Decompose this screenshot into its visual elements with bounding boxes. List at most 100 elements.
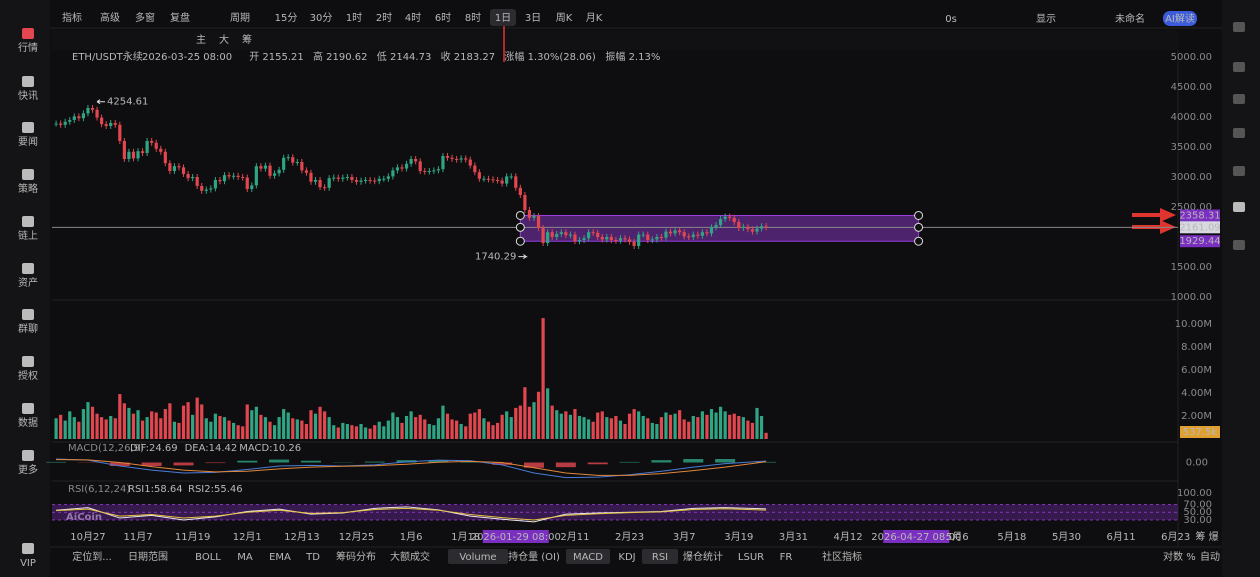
bottom-button[interactable]: 大额成交 — [390, 550, 430, 563]
sidebar-item[interactable]: 快讯 — [18, 90, 38, 102]
bottom-button[interactable]: MACD — [573, 552, 603, 563]
sidebar-item[interactable]: 数据 — [18, 416, 38, 429]
toolbar-button[interactable]: 2时 — [376, 12, 392, 24]
volume-bar — [477, 409, 481, 439]
volume-bar — [204, 418, 208, 439]
toolbar-button[interactable]: 1日 — [495, 13, 511, 24]
toolbar-button[interactable]: 指标 — [62, 11, 82, 24]
range-handle[interactable] — [515, 210, 525, 220]
toolbar-button[interactable]: 15分 — [275, 12, 298, 24]
candle — [523, 194, 527, 210]
toolbar-button[interactable]: 高级 — [100, 11, 120, 24]
bottom-button[interactable]: 持仓量 (OI) — [508, 550, 560, 563]
candle — [118, 124, 122, 141]
toolbar-button[interactable]: 3日 — [525, 13, 541, 24]
bottom-button[interactable]: RSI — [652, 552, 668, 563]
bottom-button[interactable]: EMA — [269, 552, 291, 563]
bottom-button[interactable]: 自动 — [1200, 550, 1220, 563]
volume-bar — [222, 417, 227, 439]
toolbar-button[interactable]: 30分 — [310, 12, 333, 24]
range-handle[interactable] — [914, 222, 924, 232]
candle — [373, 180, 377, 182]
sidebar-item[interactable]: 授权 — [18, 369, 38, 382]
volume-bar — [118, 394, 122, 439]
volume-bar — [113, 418, 117, 439]
range-handle[interactable] — [515, 236, 525, 246]
toolbar-button[interactable]: 周K — [556, 12, 573, 24]
range-handle[interactable] — [515, 222, 525, 232]
toolbar-button[interactable]: 4时 — [405, 12, 421, 24]
candle — [109, 122, 113, 126]
bottom-button[interactable]: FR — [780, 552, 793, 563]
candle — [491, 179, 495, 181]
range-handle[interactable] — [914, 210, 924, 220]
toolbar-button[interactable]: 8时 — [465, 12, 481, 24]
candle — [150, 140, 154, 143]
bottom-button[interactable]: MA — [237, 552, 253, 563]
volume-bar — [455, 420, 459, 439]
candle — [409, 158, 413, 164]
volume-bar — [764, 432, 768, 439]
volume-bar — [668, 414, 673, 439]
candle — [482, 178, 486, 180]
volume-bar — [323, 411, 327, 439]
sidebar-item[interactable]: 行情 — [18, 41, 38, 54]
bottom-button[interactable]: TD — [305, 552, 320, 563]
tool-button[interactable]: 筹 — [242, 33, 252, 46]
range-handle[interactable] — [914, 236, 924, 246]
bottom-button[interactable]: 社区指标 — [822, 550, 862, 563]
toolbar-button[interactable]: AI解读 — [1165, 12, 1195, 25]
toolbar-button[interactable]: 6时 — [435, 12, 451, 24]
tool-button[interactable]: 大 — [219, 33, 229, 46]
header-info: 振幅 2.13% — [605, 50, 660, 63]
volume-bar — [541, 318, 545, 439]
bottom-button[interactable]: Volume — [459, 552, 496, 563]
volume-bar — [59, 414, 63, 439]
volume-bar — [177, 422, 181, 439]
bottom-button[interactable]: 定位到... — [72, 550, 112, 563]
candle — [728, 216, 732, 218]
candle — [614, 239, 618, 241]
candle — [195, 176, 199, 186]
bottom-button[interactable]: BOLL — [195, 552, 221, 563]
candle — [550, 232, 554, 237]
bottom-button[interactable]: 日期范围 — [128, 550, 168, 563]
y-tick-label: 50.00 — [1183, 507, 1212, 518]
candle — [718, 218, 723, 225]
toolbar-button[interactable]: 复盘 — [170, 11, 190, 24]
y-tick-label: 4500.00 — [1171, 82, 1212, 93]
sidebar-item[interactable]: VIP — [20, 558, 36, 569]
volume-bar — [400, 422, 404, 439]
candle — [577, 239, 582, 242]
candle — [759, 226, 764, 229]
toolbar-button[interactable]: 周期 — [230, 12, 250, 24]
candle — [159, 148, 163, 152]
candle — [227, 175, 231, 177]
bottom-button[interactable]: 对数 — [1163, 550, 1183, 563]
toolbar-button[interactable]: 1时 — [346, 12, 362, 24]
toolbar-button[interactable]: 未命名 — [1115, 12, 1145, 25]
x-tick-label: 3月7 — [673, 531, 696, 543]
toolbar-button[interactable]: 多窗 — [135, 11, 155, 24]
candle — [404, 163, 409, 169]
sidebar-item[interactable]: 更多 — [18, 463, 38, 476]
sidebar-item[interactable]: 要闻 — [18, 135, 38, 148]
tool-button[interactable]: 主 — [196, 34, 206, 46]
bottom-button[interactable]: % — [1186, 552, 1196, 563]
toolbar-button[interactable]: 月K — [586, 12, 603, 24]
sidebar-item[interactable]: 资产 — [18, 276, 38, 289]
toolbar-button[interactable]: 0s — [945, 14, 957, 25]
toolbar-button[interactable]: 显示 — [1036, 13, 1056, 25]
candle — [236, 175, 240, 177]
sidebar-item[interactable]: 策略 — [18, 182, 38, 195]
bottom-button[interactable]: KDJ — [618, 552, 635, 563]
candle — [186, 173, 190, 179]
sidebar-item[interactable]: 链上 — [18, 229, 38, 242]
bottom-button[interactable]: LSUR — [738, 552, 764, 563]
bottom-button[interactable]: 筹码分布 — [336, 550, 376, 563]
bottom-button[interactable]: 爆仓统计 — [683, 550, 723, 563]
candle — [318, 179, 322, 188]
volume-bar — [231, 422, 236, 439]
candle — [427, 170, 431, 172]
sidebar-item[interactable]: 群聊 — [18, 322, 38, 335]
